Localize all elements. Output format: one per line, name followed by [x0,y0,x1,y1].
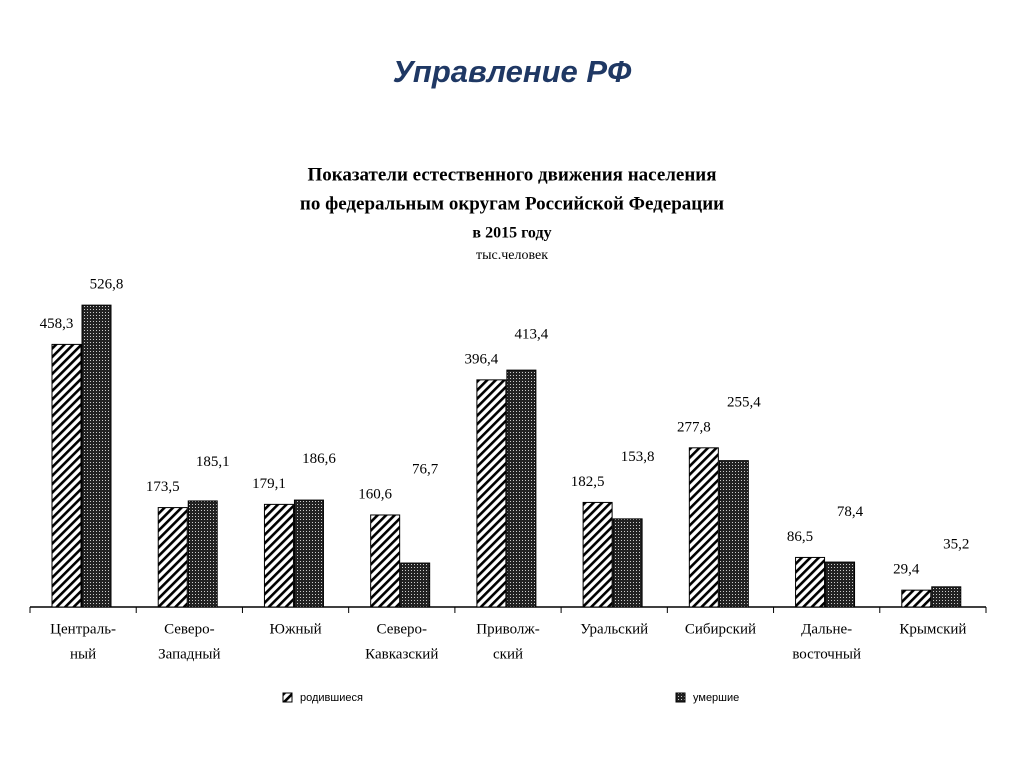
bar [263,503,294,608]
x-tick-label: Западный [158,646,220,662]
bar [612,518,643,608]
legend-label: родившиеся [300,692,363,704]
chart-title: Показатели естественного движения населе… [307,164,716,185]
x-tick-label: Кавказский [365,646,438,662]
value-label: 186,6 [302,451,336,467]
bar [293,499,324,608]
x-tick-label: Сибирский [685,621,756,637]
value-label: 153,8 [621,449,655,465]
bar [901,589,932,608]
x-tick-label: Приволж- [476,621,540,637]
bar [795,556,826,608]
legend-swatch [282,692,293,703]
bar [370,514,401,608]
value-label: 29,4 [893,562,920,578]
bar [582,501,613,608]
x-tick-label: Уральский [580,621,648,637]
value-label: 458,3 [40,316,74,332]
legend-label: умершие [693,692,739,704]
bar [51,343,82,608]
x-tick-label: Северо- [377,621,428,637]
bar [157,507,188,608]
bar [718,460,749,608]
legend-swatch [675,692,686,703]
chart-title: в 2015 году [472,225,551,242]
bar [187,500,218,608]
x-tick-label: Дальне- [801,621,852,637]
x-tick-label: ный [70,646,96,662]
bar [81,304,112,608]
x-tick-label: Южный [270,621,322,637]
x-tick-label: ский [493,646,523,662]
x-tick-label: Централь- [50,621,116,637]
x-tick-label: Северо- [164,621,215,637]
x-tick-label: восточный [792,646,861,662]
value-label: 277,8 [677,419,711,435]
value-label: 173,5 [146,479,180,495]
value-label: 35,2 [943,537,969,553]
value-label: 86,5 [787,529,813,545]
bar [825,561,856,608]
chart-title: по федеральным округам Российской Федера… [300,193,724,214]
bar [931,586,962,608]
value-label: 76,7 [412,461,439,477]
slide-title: Управление РФ [393,54,632,89]
value-label: 160,6 [358,486,392,502]
bar [688,447,719,608]
bar [400,562,431,608]
x-tick-label: Крымский [899,621,966,637]
bar [476,379,507,608]
value-label: 255,4 [727,394,761,410]
value-label: 78,4 [837,504,864,520]
value-label: 526,8 [90,277,124,293]
value-label: 413,4 [515,326,549,342]
value-label: 396,4 [465,351,499,367]
value-label: 179,1 [252,476,286,492]
value-label: 185,1 [196,454,230,470]
bar [506,369,537,608]
chart-subtitle: тыс.человек [476,248,548,263]
value-label: 182,5 [571,474,605,490]
